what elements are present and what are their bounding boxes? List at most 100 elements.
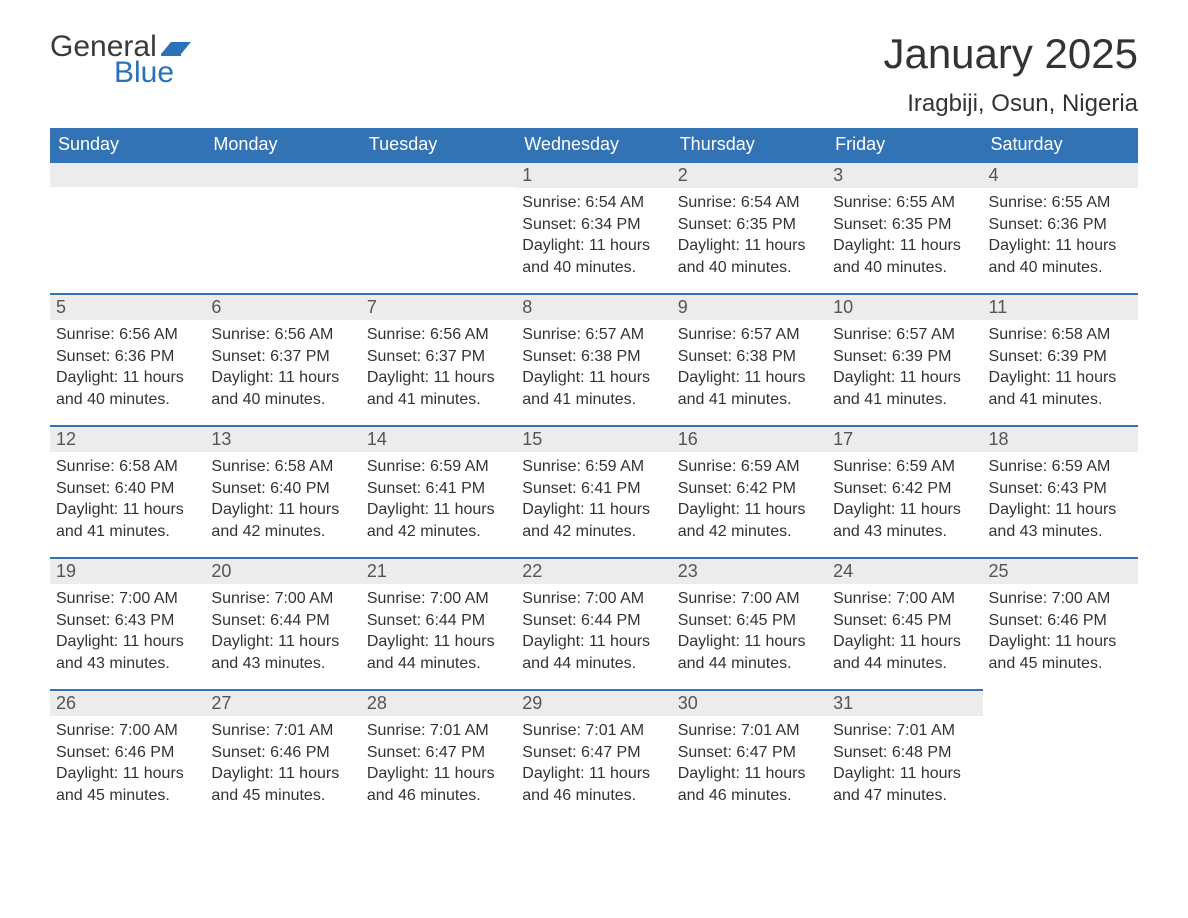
calendar-day-cell: 28Sunrise: 7:01 AMSunset: 6:47 PMDayligh… xyxy=(361,689,516,821)
day-number: 22 xyxy=(516,557,671,584)
daylight-line: Daylight: 11 hours and 45 minutes. xyxy=(211,763,354,806)
day-number: 17 xyxy=(827,425,982,452)
sunset-line: Sunset: 6:36 PM xyxy=(989,214,1132,236)
day-details: Sunrise: 6:54 AMSunset: 6:34 PMDaylight:… xyxy=(516,188,671,288)
day-number: 31 xyxy=(827,689,982,716)
sunset-line: Sunset: 6:47 PM xyxy=(367,742,510,764)
day-number: 24 xyxy=(827,557,982,584)
calendar-day-cell: 5Sunrise: 6:56 AMSunset: 6:36 PMDaylight… xyxy=(50,293,205,425)
calendar-day-cell: 21Sunrise: 7:00 AMSunset: 6:44 PMDayligh… xyxy=(361,557,516,689)
sunrise-line: Sunrise: 7:01 AM xyxy=(678,720,821,742)
sunrise-line: Sunrise: 6:56 AM xyxy=(367,324,510,346)
sunrise-line: Sunrise: 6:56 AM xyxy=(211,324,354,346)
calendar-day-cell: 2Sunrise: 6:54 AMSunset: 6:35 PMDaylight… xyxy=(672,161,827,293)
sunset-line: Sunset: 6:37 PM xyxy=(367,346,510,368)
day-number: 7 xyxy=(361,293,516,320)
day-number: 27 xyxy=(205,689,360,716)
sunrise-line: Sunrise: 6:59 AM xyxy=(522,456,665,478)
brand-logo: General Blue xyxy=(50,30,191,90)
day-details: Sunrise: 6:58 AMSunset: 6:39 PMDaylight:… xyxy=(983,320,1138,420)
brand-word-blue: Blue xyxy=(114,56,174,90)
sunrise-line: Sunrise: 6:58 AM xyxy=(989,324,1132,346)
weekday-header: Thursday xyxy=(672,128,827,161)
calendar-day-cell: 1Sunrise: 6:54 AMSunset: 6:34 PMDaylight… xyxy=(516,161,671,293)
day-number: 30 xyxy=(672,689,827,716)
weekday-header: Tuesday xyxy=(361,128,516,161)
sunrise-line: Sunrise: 7:00 AM xyxy=(367,588,510,610)
day-number: 4 xyxy=(983,161,1138,188)
daylight-line: Daylight: 11 hours and 40 minutes. xyxy=(522,235,665,278)
day-details: Sunrise: 7:00 AMSunset: 6:45 PMDaylight:… xyxy=(827,584,982,684)
daylight-line: Daylight: 11 hours and 43 minutes. xyxy=(56,631,199,674)
calendar-day-cell: 14Sunrise: 6:59 AMSunset: 6:41 PMDayligh… xyxy=(361,425,516,557)
daylight-line: Daylight: 11 hours and 43 minutes. xyxy=(211,631,354,674)
sunset-line: Sunset: 6:48 PM xyxy=(833,742,976,764)
day-details: Sunrise: 6:59 AMSunset: 6:41 PMDaylight:… xyxy=(516,452,671,552)
sunset-line: Sunset: 6:34 PM xyxy=(522,214,665,236)
sunset-line: Sunset: 6:44 PM xyxy=(522,610,665,632)
sunset-line: Sunset: 6:44 PM xyxy=(211,610,354,632)
calendar-day-cell: 27 Sunrise: 7:01 AMSunset: 6:46 PMDayligh… xyxy=(205,689,360,821)
day-number: 23 xyxy=(672,557,827,584)
flag-icon xyxy=(161,38,191,56)
calendar-week-row: 5Sunrise: 6:56 AMSunset: 6:36 PMDaylight… xyxy=(50,293,1138,425)
calendar-week-row: 12Sunrise: 6:58 AMSunset: 6:40 PMDayligh… xyxy=(50,425,1138,557)
calendar-week-row: 19Sunrise: 7:00 AMSunset: 6:43 PMDayligh… xyxy=(50,557,1138,689)
sunrise-line: Sunrise: 7:01 AM xyxy=(211,720,354,742)
sunset-line: Sunset: 6:40 PM xyxy=(56,478,199,500)
day-details: Sunrise: 6:59 AMSunset: 6:42 PMDaylight:… xyxy=(672,452,827,552)
daylight-line: Daylight: 11 hours and 42 minutes. xyxy=(678,499,821,542)
day-number: 3 xyxy=(827,161,982,188)
daylight-line: Daylight: 11 hours and 41 minutes. xyxy=(833,367,976,410)
day-details: Sunrise: 6:57 AMSunset: 6:39 PMDaylight:… xyxy=(827,320,982,420)
calendar-day-cell: 16Sunrise: 6:59 AMSunset: 6:42 PMDayligh… xyxy=(672,425,827,557)
day-details: Sunrise: 7:01 AMSunset: 6:47 PMDaylight:… xyxy=(672,716,827,816)
day-details: Sunrise: 6:59 AMSunset: 6:42 PMDaylight:… xyxy=(827,452,982,552)
daylight-line: Daylight: 11 hours and 44 minutes. xyxy=(833,631,976,674)
day-details: Sunrise: 7:01 AMSunset: 6:48 PMDaylight:… xyxy=(827,716,982,816)
sunset-line: Sunset: 6:35 PM xyxy=(833,214,976,236)
sunset-line: Sunset: 6:43 PM xyxy=(989,478,1132,500)
daylight-line: Daylight: 11 hours and 44 minutes. xyxy=(367,631,510,674)
calendar-day-cell: 22Sunrise: 7:00 AMSunset: 6:44 PMDayligh… xyxy=(516,557,671,689)
day-details: Sunrise: 6:58 AMSunset: 6:40 PMDaylight:… xyxy=(205,452,360,552)
sunrise-line: Sunrise: 6:55 AM xyxy=(833,192,976,214)
sunrise-line: Sunrise: 6:59 AM xyxy=(989,456,1132,478)
daylight-line: Daylight: 11 hours and 46 minutes. xyxy=(678,763,821,806)
day-details: Sunrise: 6:59 AMSunset: 6:43 PMDaylight:… xyxy=(983,452,1138,552)
sunset-line: Sunset: 6:44 PM xyxy=(367,610,510,632)
sunrise-line: Sunrise: 7:00 AM xyxy=(211,588,354,610)
day-number: 28 xyxy=(361,689,516,716)
calendar-day-cell xyxy=(50,161,205,293)
day-number: 18 xyxy=(983,425,1138,452)
day-details: Sunrise: 6:54 AMSunset: 6:35 PMDaylight:… xyxy=(672,188,827,288)
calendar-day-cell: 30Sunrise: 7:01 AMSunset: 6:47 PMDayligh… xyxy=(672,689,827,821)
sunset-line: Sunset: 6:42 PM xyxy=(678,478,821,500)
location-label: Iragbiji, Osun, Nigeria xyxy=(883,90,1138,118)
daylight-line: Daylight: 11 hours and 40 minutes. xyxy=(56,367,199,410)
sunset-line: Sunset: 6:47 PM xyxy=(522,742,665,764)
day-number: 1 xyxy=(516,161,671,188)
daylight-line: Daylight: 11 hours and 46 minutes. xyxy=(522,763,665,806)
sunset-line: Sunset: 6:35 PM xyxy=(678,214,821,236)
sunrise-line: Sunrise: 7:00 AM xyxy=(678,588,821,610)
calendar-week-row: 1Sunrise: 6:54 AMSunset: 6:34 PMDaylight… xyxy=(50,161,1138,293)
sunset-line: Sunset: 6:38 PM xyxy=(522,346,665,368)
calendar-day-cell: 8Sunrise: 6:57 AMSunset: 6:38 PMDaylight… xyxy=(516,293,671,425)
day-number: 13 xyxy=(205,425,360,452)
day-details: Sunrise: 6:58 AMSunset: 6:40 PMDaylight:… xyxy=(50,452,205,552)
daylight-line: Daylight: 11 hours and 41 minutes. xyxy=(989,367,1132,410)
sunset-line: Sunset: 6:42 PM xyxy=(833,478,976,500)
calendar-day-cell: 4Sunrise: 6:55 AMSunset: 6:36 PMDaylight… xyxy=(983,161,1138,293)
daylight-line: Daylight: 11 hours and 45 minutes. xyxy=(989,631,1132,674)
sunset-line: Sunset: 6:39 PM xyxy=(833,346,976,368)
sunset-line: Sunset: 6:46 PM xyxy=(211,742,354,764)
month-title: January 2025 xyxy=(883,30,1138,78)
weekday-header-row: SundayMondayTuesdayWednesdayThursdayFrid… xyxy=(50,128,1138,161)
weekday-header: Monday xyxy=(205,128,360,161)
day-number: 19 xyxy=(50,557,205,584)
calendar-week-row: 26Sunrise: 7:00 AMSunset: 6:46 PMDayligh… xyxy=(50,689,1138,821)
sunrise-line: Sunrise: 7:00 AM xyxy=(56,720,199,742)
page-header: General Blue January 2025 Iragbiji, Osun… xyxy=(50,30,1138,118)
sunrise-line: Sunrise: 7:00 AM xyxy=(522,588,665,610)
